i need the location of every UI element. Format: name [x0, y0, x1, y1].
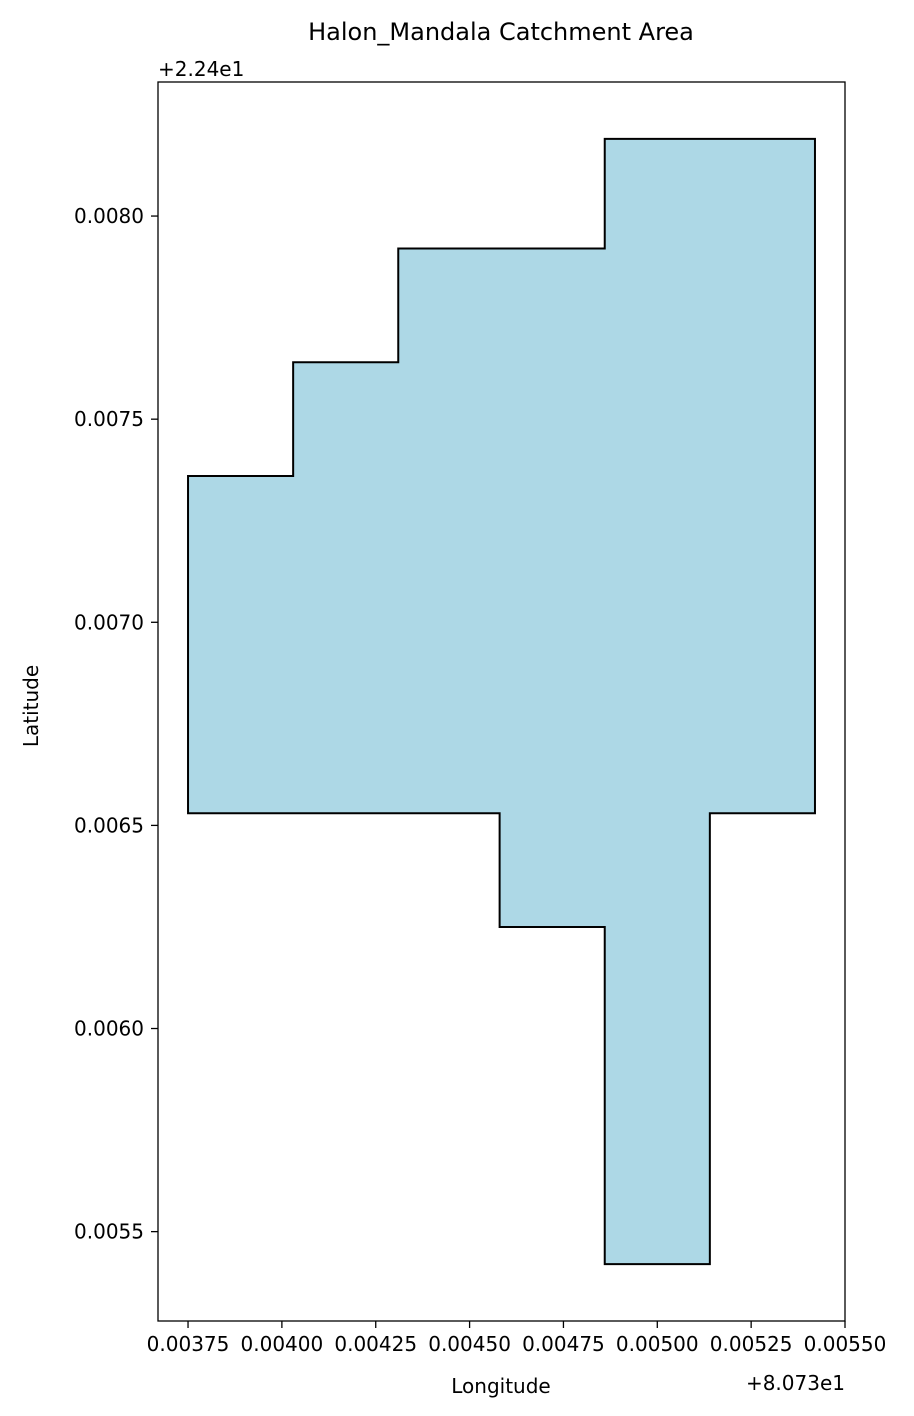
x-tick-label: 0.00475: [522, 1332, 605, 1356]
y-tick-label: 0.0070: [74, 610, 144, 634]
x-tick-label: 0.00400: [241, 1332, 324, 1356]
plot-area: [187, 137, 816, 1266]
x-offset-label: +8.073e1: [746, 1371, 845, 1395]
y-axis-title: Latitude: [19, 665, 43, 747]
x-axis-title: Longitude: [451, 1374, 550, 1398]
x-tick-label: 0.00450: [428, 1332, 511, 1356]
x-axis: 0.00375 0.00400 0.00425 0.00450 0.00475 0.005…: [147, 1321, 887, 1356]
x-tick-label: 0.00525: [710, 1332, 793, 1356]
chart-title: Halon_Mandala Catchment Area: [308, 18, 694, 46]
y-offset-label: +2.24e1: [158, 57, 244, 81]
catchment-polygon: [187, 137, 816, 1266]
y-tick-label: 0.0060: [74, 1017, 144, 1041]
x-tick-label: 0.00550: [804, 1332, 887, 1356]
x-tick-label: 0.00425: [334, 1332, 417, 1356]
y-tick-label: 0.0065: [74, 813, 144, 837]
x-tick-label: 0.00375: [147, 1332, 230, 1356]
axes-frame: [157, 81, 846, 1322]
y-tick-label: 0.0055: [74, 1220, 144, 1244]
y-axis: 0.0055 0.0060 0.0065 0.0070 0.0075 0.0080: [74, 204, 158, 1244]
y-tick-label: 0.0075: [74, 407, 144, 431]
y-tick-label: 0.0080: [74, 204, 144, 228]
x-tick-label: 0.00500: [616, 1332, 699, 1356]
